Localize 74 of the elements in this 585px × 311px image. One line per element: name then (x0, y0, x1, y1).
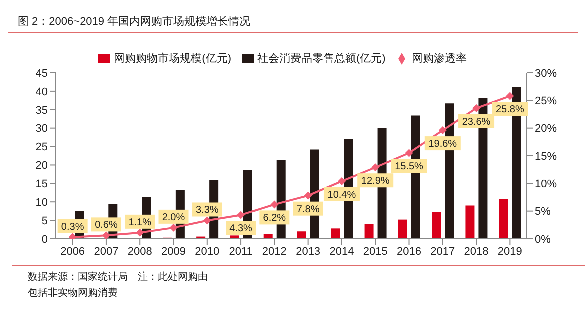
data-label: 0.6% (95, 220, 118, 232)
x-tick-label: 2010 (195, 246, 220, 258)
y2-tick-label: 0% (535, 234, 552, 246)
bar (364, 224, 374, 239)
data-label: 12.9% (361, 176, 390, 188)
y2-tick-label: 5% (535, 206, 552, 218)
data-label: 23.6% (462, 116, 491, 128)
x-tick-label: 2014 (330, 246, 354, 258)
data-label: 6.2% (263, 213, 286, 224)
data-label: 15.5% (395, 162, 424, 173)
data-label: 2.0% (162, 212, 186, 224)
data-label: 10.4% (328, 190, 356, 201)
point (372, 164, 380, 172)
y-tick-label: 20 (36, 160, 48, 172)
x-tick-label: 2013 (296, 246, 321, 258)
point (405, 149, 414, 158)
y2-tick-label: 15% (535, 150, 558, 163)
bar (331, 228, 340, 239)
y-tick-label: 15 (36, 178, 48, 191)
x-tick-label: 2009 (162, 246, 186, 258)
y-tick-label: 5 (42, 215, 48, 228)
x-tick-label: 2019 (498, 246, 522, 258)
x-tick-label: 2008 (128, 246, 152, 258)
bar (264, 234, 273, 239)
y2-tick-label: 30% (535, 68, 558, 80)
point (506, 92, 514, 100)
source-note: 数据来源：国家统计局 (28, 272, 128, 283)
y-tick-label: 35 (36, 104, 48, 117)
point (136, 228, 144, 237)
y-tick-label: 0 (42, 234, 48, 246)
bar (398, 220, 408, 239)
legend-label: 社会消费品零售总额(亿元) (258, 53, 386, 65)
point (170, 224, 178, 232)
x-tick-label: 2017 (430, 246, 456, 258)
x-tick-label: 2018 (464, 246, 489, 258)
bar (499, 200, 508, 239)
text: 包括非实物网购消费 (28, 286, 119, 301)
x-tick-label: 2015 (363, 246, 388, 258)
y2-tick-label: 25% (535, 96, 558, 108)
bar (298, 232, 306, 239)
legend-label: 网购渗透率 (412, 53, 467, 65)
data-label: 1.1% (128, 217, 152, 228)
y2-tick-label: 10% (535, 178, 558, 191)
point (203, 216, 212, 225)
text: 注：此处网购由 (138, 272, 208, 283)
x-tick-label: 2016 (397, 246, 422, 258)
y-tick-label: 45 (36, 68, 48, 80)
point (270, 200, 279, 209)
x-tick-label: 2011 (229, 246, 253, 258)
data-label: 25.8% (496, 104, 524, 116)
data-label: 3.3% (196, 205, 219, 216)
point (472, 104, 481, 112)
data-label: 0.3% (61, 222, 84, 233)
point (338, 177, 346, 186)
point (237, 211, 246, 220)
y-tick-label: 40 (36, 86, 48, 98)
point (438, 126, 447, 135)
y-tick-label: 30 (36, 123, 48, 136)
point (304, 192, 312, 200)
y2-tick-label: 20% (535, 123, 558, 136)
legend-label: 网购购物市场规模(亿元) (114, 53, 232, 65)
x-tick-label: 2012 (262, 246, 287, 258)
chart-title: 图 2：2006~2019 年国内网购市场规模增长情况 (8, 8, 578, 33)
y-tick-label: 10 (36, 197, 48, 210)
x-tick-label: 2006 (60, 246, 86, 258)
data-label: 19.6% (428, 139, 458, 150)
bar (230, 236, 240, 239)
x-tick-label: 2007 (94, 246, 119, 258)
y-tick-label: 25 (36, 142, 48, 154)
data-label: 4.3% (230, 224, 253, 235)
point (102, 232, 110, 239)
bar (466, 206, 475, 239)
bar (432, 212, 442, 239)
data-label: 7.8% (296, 204, 320, 216)
